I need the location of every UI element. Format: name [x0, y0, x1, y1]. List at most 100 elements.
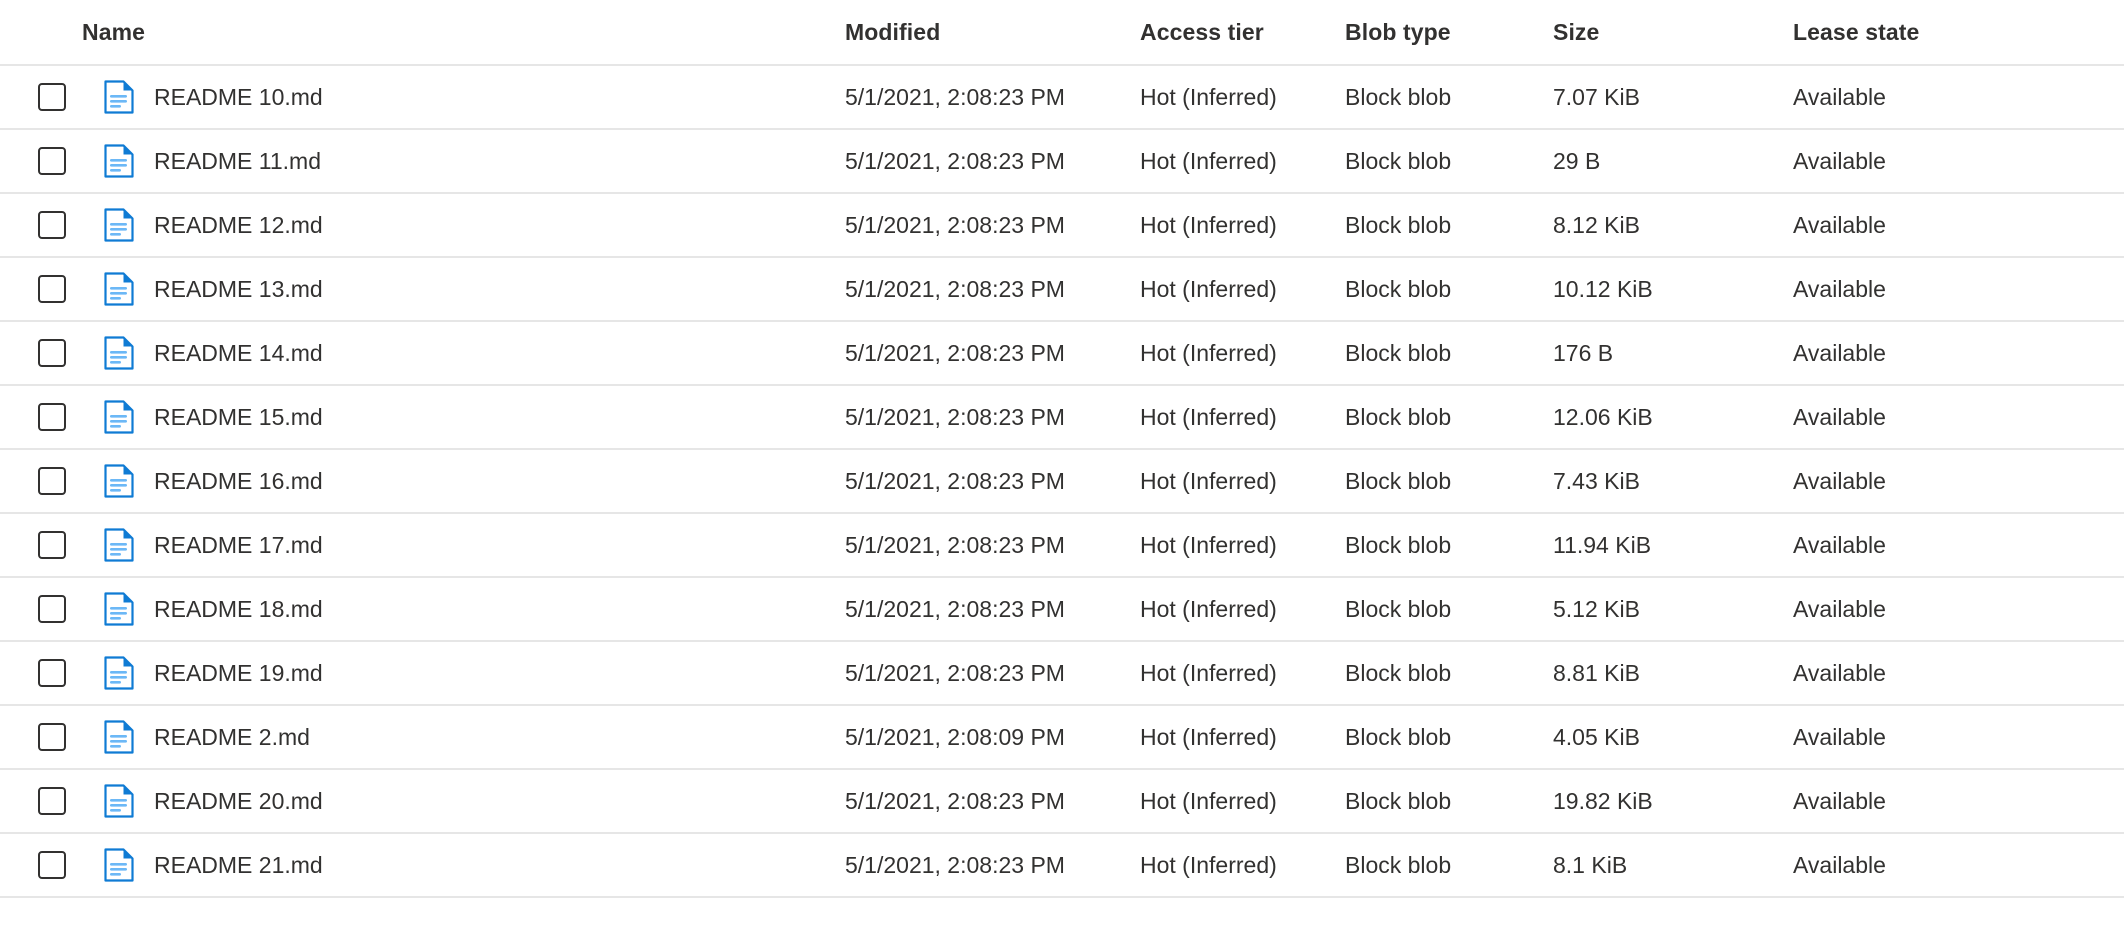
blob-modified-value: 5/1/2021, 2:08:23 PM — [845, 595, 1065, 622]
blob-name-cell: README 11.md — [82, 144, 845, 178]
blob-modified-cell: 5/1/2021, 2:08:23 PM — [845, 532, 1140, 559]
blob-name-link[interactable]: README 2.md — [154, 723, 310, 750]
row-checkbox[interactable] — [38, 147, 66, 175]
blob-lease-state-cell: Available — [1793, 84, 2043, 111]
blob-type-value: Block blob — [1345, 403, 1452, 430]
table-row[interactable]: README 16.md 5/1/2021, 2:08:23 PM Hot (I… — [0, 450, 2124, 514]
blob-name-link[interactable]: README 18.md — [154, 595, 323, 622]
column-header-name[interactable]: Name — [82, 18, 146, 45]
blob-name-link[interactable]: README 19.md — [154, 659, 323, 686]
blob-type-value: Block blob — [1345, 595, 1452, 622]
markdown-file-icon — [104, 720, 134, 754]
row-select-cell — [38, 211, 82, 239]
markdown-file-icon — [104, 208, 134, 242]
table-row[interactable]: README 20.md 5/1/2021, 2:08:23 PM Hot (I… — [0, 770, 2124, 834]
markdown-file-icon — [104, 592, 134, 626]
row-checkbox[interactable] — [38, 531, 66, 559]
table-row[interactable]: README 15.md 5/1/2021, 2:08:23 PM Hot (I… — [0, 386, 2124, 450]
table-row[interactable]: README 21.md 5/1/2021, 2:08:23 PM Hot (I… — [0, 834, 2124, 898]
table-row[interactable]: README 13.md 5/1/2021, 2:08:23 PM Hot (I… — [0, 258, 2124, 322]
row-checkbox[interactable] — [38, 83, 66, 111]
blob-access-tier-value: Hot (Inferred) — [1140, 723, 1277, 750]
table-row[interactable]: README 2.md 5/1/2021, 2:08:09 PM Hot (In… — [0, 706, 2124, 770]
blob-modified-cell: 5/1/2021, 2:08:23 PM — [845, 596, 1140, 623]
blob-modified-value: 5/1/2021, 2:08:23 PM — [845, 467, 1065, 494]
blob-name-link[interactable]: README 16.md — [154, 467, 323, 494]
blob-modified-value: 5/1/2021, 2:08:23 PM — [845, 211, 1065, 238]
row-checkbox[interactable] — [38, 467, 66, 495]
blob-lease-state-cell: Available — [1793, 212, 2043, 239]
blob-modified-value: 5/1/2021, 2:08:23 PM — [845, 787, 1065, 814]
column-header-modified[interactable]: Modified — [845, 18, 941, 45]
blob-size-cell: 7.07 KiB — [1553, 84, 1793, 111]
markdown-file-icon — [104, 272, 134, 306]
blob-access-tier-value: Hot (Inferred) — [1140, 787, 1277, 814]
blob-lease-state-value: Available — [1793, 787, 1886, 814]
blob-type-cell: Block blob — [1345, 340, 1553, 367]
blob-lease-state-cell: Available — [1793, 852, 2043, 879]
row-checkbox[interactable] — [38, 723, 66, 751]
row-select-cell — [38, 595, 82, 623]
blob-type-value: Block blob — [1345, 787, 1452, 814]
row-checkbox[interactable] — [38, 787, 66, 815]
blob-name-link[interactable]: README 11.md — [154, 147, 322, 174]
table-row[interactable]: README 17.md 5/1/2021, 2:08:23 PM Hot (I… — [0, 514, 2124, 578]
blob-lease-state-cell: Available — [1793, 404, 2043, 431]
blob-type-value: Block blob — [1345, 147, 1452, 174]
blob-access-tier-value: Hot (Inferred) — [1140, 211, 1277, 238]
table-row[interactable]: README 19.md 5/1/2021, 2:08:23 PM Hot (I… — [0, 642, 2124, 706]
blob-lease-state-value: Available — [1793, 83, 1886, 110]
row-checkbox[interactable] — [38, 211, 66, 239]
blob-name-cell: README 16.md — [82, 464, 845, 498]
blob-name-link[interactable]: README 12.md — [154, 211, 323, 238]
blob-size-cell: 8.81 KiB — [1553, 660, 1793, 687]
column-header-lease-state[interactable]: Lease state — [1793, 18, 1920, 45]
blob-name-cell: README 15.md — [82, 400, 845, 434]
blob-type-cell: Block blob — [1345, 468, 1553, 495]
blob-size-value: 12.06 KiB — [1553, 403, 1653, 430]
markdown-file-icon — [104, 400, 134, 434]
blob-name-link[interactable]: README 20.md — [154, 787, 323, 814]
markdown-file-icon — [104, 464, 134, 498]
row-checkbox[interactable] — [38, 851, 66, 879]
blob-name-link[interactable]: README 17.md — [154, 531, 323, 558]
blob-modified-value: 5/1/2021, 2:08:23 PM — [845, 83, 1065, 110]
column-header-access-tier[interactable]: Access tier — [1140, 18, 1264, 45]
row-checkbox[interactable] — [38, 275, 66, 303]
blob-name-link[interactable]: README 13.md — [154, 275, 323, 302]
blob-lease-state-cell: Available — [1793, 724, 2043, 751]
row-checkbox[interactable] — [38, 659, 66, 687]
blob-lease-state-cell: Available — [1793, 788, 2043, 815]
blob-type-cell: Block blob — [1345, 276, 1553, 303]
blob-access-tier-value: Hot (Inferred) — [1140, 275, 1277, 302]
blob-name-link[interactable]: README 10.md — [154, 83, 323, 110]
column-header-blob-type[interactable]: Blob type — [1345, 18, 1451, 45]
blob-lease-state-cell: Available — [1793, 148, 2043, 175]
row-checkbox[interactable] — [38, 339, 66, 367]
row-checkbox[interactable] — [38, 595, 66, 623]
blob-size-cell: 176 B — [1553, 340, 1793, 367]
column-header-size[interactable]: Size — [1553, 18, 1600, 45]
blob-modified-cell: 5/1/2021, 2:08:23 PM — [845, 212, 1140, 239]
table-row[interactable]: README 11.md 5/1/2021, 2:08:23 PM Hot (I… — [0, 130, 2124, 194]
blob-name-cell: README 19.md — [82, 656, 845, 690]
blob-name-link[interactable]: README 21.md — [154, 851, 323, 878]
blob-lease-state-value: Available — [1793, 467, 1886, 494]
blob-size-value: 8.12 KiB — [1553, 211, 1640, 238]
markdown-file-icon — [104, 336, 134, 370]
blob-lease-state-cell: Available — [1793, 468, 2043, 495]
blob-lease-state-value: Available — [1793, 403, 1886, 430]
markdown-file-icon — [104, 144, 134, 178]
table-row[interactable]: README 10.md 5/1/2021, 2:08:23 PM Hot (I… — [0, 66, 2124, 130]
table-row[interactable]: README 12.md 5/1/2021, 2:08:23 PM Hot (I… — [0, 194, 2124, 258]
blob-size-value: 19.82 KiB — [1553, 787, 1653, 814]
blob-size-value: 176 B — [1553, 339, 1614, 366]
table-row[interactable]: README 18.md 5/1/2021, 2:08:23 PM Hot (I… — [0, 578, 2124, 642]
table-row[interactable]: README 14.md 5/1/2021, 2:08:23 PM Hot (I… — [0, 322, 2124, 386]
blob-name-link[interactable]: README 15.md — [154, 403, 323, 430]
blob-type-cell: Block blob — [1345, 660, 1553, 687]
blob-size-value: 8.1 KiB — [1553, 851, 1628, 878]
row-checkbox[interactable] — [38, 403, 66, 431]
blob-size-cell: 11.94 KiB — [1553, 532, 1793, 559]
blob-name-link[interactable]: README 14.md — [154, 339, 323, 366]
